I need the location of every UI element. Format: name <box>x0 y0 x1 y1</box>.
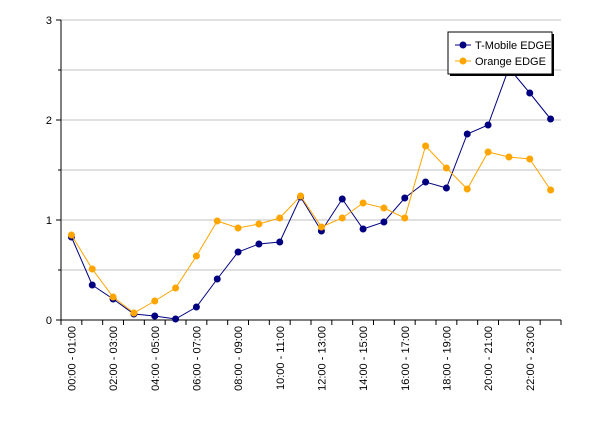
data-point <box>88 265 96 273</box>
data-point <box>255 220 263 228</box>
x-tick-label: 20:00 - 21:00 <box>483 326 495 391</box>
x-tick-label: 06:00 - 07:00 <box>191 326 203 391</box>
data-point <box>192 303 200 311</box>
legend: T-Mobile EDGE Orange EDGE <box>447 31 554 76</box>
data-point <box>317 223 325 231</box>
data-point <box>484 148 492 156</box>
data-point <box>401 214 409 222</box>
x-tick-label: 18:00 - 19:00 <box>441 326 453 391</box>
data-point <box>213 217 221 225</box>
x-tick-label: 12:00 - 13:00 <box>316 326 328 391</box>
data-series <box>67 64 555 323</box>
y-tick-label: 1 <box>46 215 52 227</box>
x-tick-label: 02:00 - 03:00 <box>108 326 120 391</box>
x-tick-label: 14:00 - 15:00 <box>358 326 370 391</box>
x-tick-label: 08:00 - 09:00 <box>233 326 245 391</box>
data-point <box>380 218 388 226</box>
x-tick-label: 00:00 - 01:00 <box>66 326 78 391</box>
data-point <box>151 297 159 305</box>
data-point <box>172 315 180 323</box>
data-point <box>484 121 492 129</box>
data-point <box>109 293 117 301</box>
data-point <box>526 155 534 163</box>
axes: 0 1 2 3 00:00 - 01:00 02:00 - 03:00 04:00 - 05… <box>46 15 562 391</box>
data-point <box>547 115 555 123</box>
series-line <box>70 145 551 314</box>
series-line <box>70 67 551 320</box>
x-tick-label: 10:00 - 11:00 <box>275 326 287 390</box>
x-tick-label: 04:00 - 05:00 <box>150 326 162 391</box>
data-point <box>359 225 367 233</box>
data-point <box>359 199 367 207</box>
legend-label: Orange EDGE <box>475 56 546 68</box>
series-1 <box>67 64 555 323</box>
y-tick-label: 0 <box>46 315 52 327</box>
data-point <box>276 238 284 246</box>
data-point <box>526 89 534 97</box>
legend-box <box>447 31 553 75</box>
data-point <box>130 309 138 317</box>
y-tick-label: 3 <box>46 15 52 27</box>
data-point <box>442 184 450 192</box>
data-point <box>88 281 96 289</box>
data-point <box>547 186 555 194</box>
series-2 <box>67 142 555 317</box>
data-point <box>255 240 263 248</box>
data-point <box>234 224 242 232</box>
data-point <box>505 153 513 161</box>
y-tick-label: 2 <box>46 115 52 127</box>
data-point <box>338 214 346 222</box>
data-point <box>297 192 305 200</box>
data-point <box>463 130 471 138</box>
data-point <box>442 164 450 172</box>
x-tick-label: 22:00 - 23:00 <box>525 326 537 391</box>
legend-label: T-Mobile EDGE <box>475 40 551 52</box>
grid-lines <box>61 19 561 271</box>
data-point <box>213 275 221 283</box>
data-point <box>401 194 409 202</box>
data-point <box>338 195 346 203</box>
x-tick-label: 16:00 - 17:00 <box>400 326 412 391</box>
legend-marker <box>459 41 467 49</box>
data-point <box>234 248 242 256</box>
data-point <box>276 214 284 222</box>
data-point <box>422 142 430 150</box>
data-point <box>151 312 159 320</box>
data-point <box>172 284 180 292</box>
data-point <box>463 185 471 193</box>
data-point <box>422 178 430 186</box>
data-point <box>67 231 75 239</box>
data-point <box>192 252 200 260</box>
data-point <box>380 204 388 212</box>
legend-marker <box>459 57 467 65</box>
